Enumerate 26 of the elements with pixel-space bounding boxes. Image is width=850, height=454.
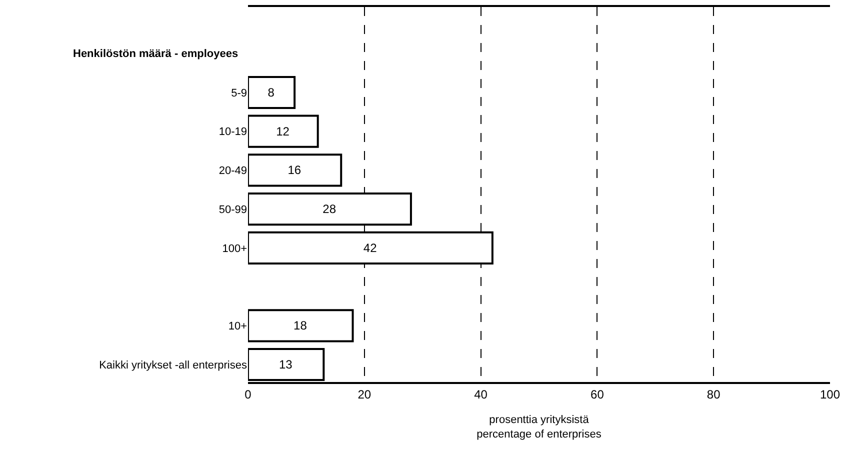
y-tick-label: 50-99 <box>218 204 247 216</box>
y-tick-label: 20-49 <box>218 165 247 178</box>
y-tick-label: 5-9 <box>231 87 247 100</box>
bar <box>248 154 342 187</box>
data-label: 12 <box>276 124 290 138</box>
y-tick-label: Kaikki yritykset -all enterprises <box>99 359 248 372</box>
x-axis-title: prosenttia yrityksistä percentage of enterprises <box>476 414 602 440</box>
data-label: 16 <box>288 163 302 178</box>
bar <box>248 309 354 342</box>
x-tick-label: 0 <box>244 387 252 402</box>
x-tick-label: 40 <box>474 387 488 402</box>
bar <box>248 76 296 110</box>
x-tick-label: 60 <box>590 387 604 402</box>
y-tick-label: 10+ <box>228 320 247 332</box>
data-label: 18 <box>294 318 308 333</box>
x-tick-label: 100 <box>820 387 840 402</box>
y-axis-title: Henkilöstön määrä - employees <box>73 48 238 60</box>
y-tick-label: 10-19 <box>218 126 247 138</box>
data-label: 8 <box>268 85 275 100</box>
data-label: 28 <box>322 202 336 216</box>
data-label: 42 <box>363 240 378 255</box>
data-label: 13 <box>278 358 293 372</box>
bar <box>248 114 319 148</box>
x-tick-label: 20 <box>358 387 372 402</box>
x-tick-label: 80 <box>706 387 721 402</box>
y-tick-label: 100+ <box>222 242 247 255</box>
